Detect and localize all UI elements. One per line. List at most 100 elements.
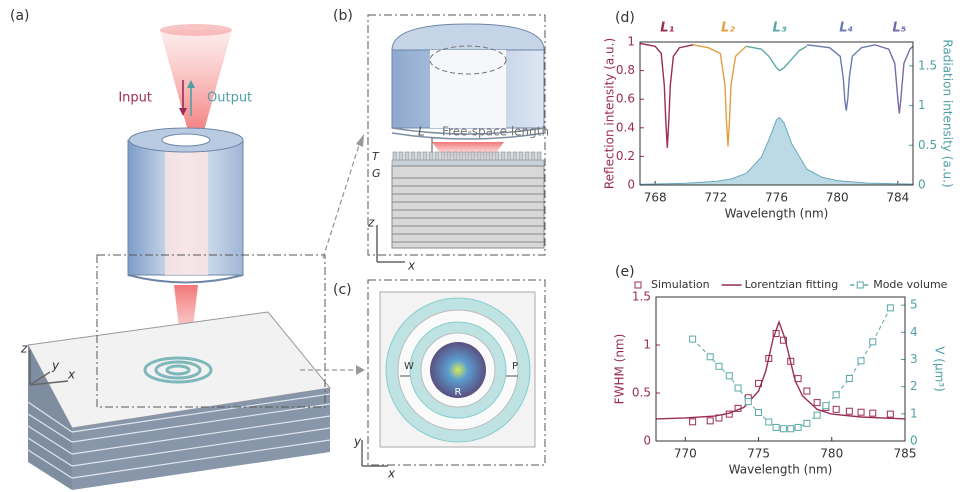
zoom-box [96, 254, 326, 408]
fiber-edge [127, 274, 244, 284]
tooth [488, 151, 494, 162]
G-label: G [372, 167, 381, 180]
marker [787, 425, 795, 433]
y2-tick-label: 5 [910, 298, 918, 312]
panel-c: (c) W P R y x [333, 279, 546, 481]
tooth [470, 151, 476, 162]
legend-label: Mode volume [873, 278, 947, 291]
resonance-label: L₁ [660, 21, 674, 36]
axes-c [361, 440, 388, 467]
cap-edge [391, 127, 545, 140]
y2-tick-label: 0 [910, 434, 918, 448]
x-tick-label: 768 [644, 191, 667, 205]
panel-label: (c) [333, 282, 352, 298]
area-fill [640, 117, 913, 185]
line [692, 44, 747, 147]
y-tick-label: 0.4 [616, 120, 635, 134]
tooth [392, 151, 398, 162]
panel-label: (d) [615, 10, 635, 26]
x-axis-label: Wavelength (nm) [725, 207, 829, 221]
y-axis-label: Reflection intensity (a.u.) [603, 38, 617, 189]
arrowhead [356, 134, 364, 147]
tooth [506, 151, 512, 162]
tooth [404, 151, 410, 162]
tooth [518, 151, 524, 162]
tooth [464, 151, 470, 162]
y-tick-label: 0 [643, 434, 651, 448]
resonance-label: L₄ [839, 21, 853, 36]
x-tick-label: 784 [886, 191, 909, 205]
legend-marker [856, 281, 864, 289]
tooth [512, 151, 518, 162]
y2-tick-label: 1.5 [918, 58, 937, 72]
axis-letter: z [20, 342, 28, 356]
marker [857, 357, 865, 365]
tooth [530, 151, 536, 162]
line [746, 45, 808, 72]
marker [715, 362, 723, 370]
marker [706, 353, 714, 361]
tooth [458, 151, 464, 162]
x-axis-label: Wavelength (nm) [729, 463, 833, 477]
tooth [422, 151, 428, 162]
panel-label: (e) [615, 264, 635, 280]
legend-marker [634, 281, 642, 289]
tooth [476, 151, 482, 162]
output-label: Output [207, 91, 252, 106]
x-tick-label: 776 [765, 191, 788, 205]
tooth [410, 151, 416, 162]
y-tick-label: 0.6 [616, 92, 635, 106]
marker [832, 405, 840, 413]
tooth [500, 151, 506, 162]
marker [772, 423, 780, 431]
R-label: R [455, 387, 462, 398]
marker [689, 418, 697, 426]
marker [725, 372, 733, 380]
L-label: L [418, 125, 425, 139]
fiber-core [165, 140, 208, 275]
zoom-arrows [300, 141, 361, 371]
axis-letter: z [367, 216, 375, 230]
marker [886, 410, 894, 418]
marker [794, 423, 802, 431]
area-line [639, 116, 914, 185]
marker [845, 375, 853, 383]
arrowhead [179, 108, 187, 116]
y-tick-label: 0.8 [616, 63, 635, 77]
arrowhead [356, 365, 365, 375]
legend-label: Lorentzian fitting [745, 278, 839, 291]
marker [744, 398, 752, 406]
axis-letter: x [387, 467, 396, 481]
marker [689, 335, 697, 343]
axis-letter: x [407, 259, 416, 273]
panel-a: (a) Input Output z y [10, 8, 365, 490]
tooth [416, 151, 422, 162]
y2-tick-label: 1 [910, 406, 918, 420]
marker [832, 391, 840, 399]
tooth [434, 151, 440, 162]
marker [857, 408, 865, 416]
arrowhead [187, 80, 195, 88]
y2-tick-label: 0 [918, 178, 926, 192]
plot-frame [655, 296, 906, 442]
marker [822, 402, 830, 410]
marker [779, 425, 787, 433]
P-label: P [512, 361, 518, 372]
cap-top [391, 23, 545, 51]
axis-letter: x [67, 368, 76, 382]
y2-tick-label: 4 [910, 325, 918, 339]
marker [886, 304, 894, 312]
axis-letter: y [51, 359, 60, 373]
marker [845, 407, 853, 415]
W-label: W [404, 361, 414, 372]
T-label: T [372, 150, 380, 163]
tooth [494, 151, 500, 162]
slab-stripes [27, 393, 331, 479]
line [655, 319, 906, 420]
x-tick-label: 775 [747, 447, 770, 461]
y2-tick-label: 2 [910, 379, 918, 393]
y2-tick-label: 0.5 [918, 138, 937, 152]
resonance-label: L₃ [773, 21, 787, 36]
y-tick-label: 0.5 [632, 386, 651, 400]
